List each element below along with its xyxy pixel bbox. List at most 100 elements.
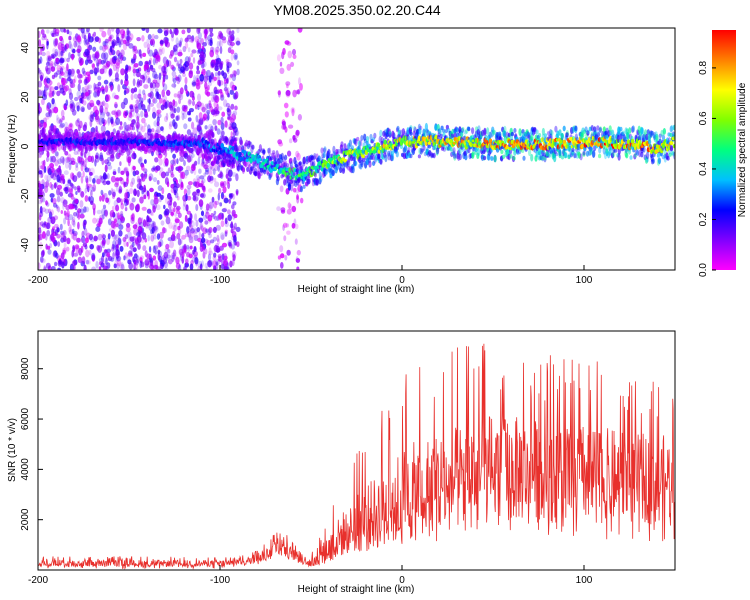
noise-speckle <box>196 65 200 71</box>
noise-speckle <box>206 239 211 246</box>
ridge-core <box>361 154 366 159</box>
ridge-halo <box>541 154 545 162</box>
noise-speckle <box>97 81 102 87</box>
noise-speckle <box>208 75 212 83</box>
noise-speckle <box>52 47 56 54</box>
ridge-halo <box>458 153 462 161</box>
ridge-core <box>206 141 210 145</box>
noise-speckle <box>229 120 232 129</box>
noise-speckle <box>115 204 120 212</box>
noise-speckle <box>60 232 64 240</box>
noise-speckle <box>111 120 115 128</box>
noise-speckle <box>73 150 79 155</box>
noise-speckle <box>297 28 303 33</box>
noise-speckle <box>215 261 219 266</box>
noise-speckle <box>88 167 91 173</box>
noise-speckle <box>158 64 163 70</box>
noise-speckle <box>101 118 105 124</box>
noise-speckle <box>131 241 135 248</box>
noise-speckle <box>95 261 99 269</box>
noise-speckle <box>224 259 228 267</box>
noise-speckle <box>55 252 59 259</box>
noise-speckle <box>59 223 63 231</box>
noise-speckle <box>64 85 70 92</box>
ridge-halo <box>409 131 413 136</box>
noise-speckle <box>198 199 204 208</box>
noise-speckle <box>198 260 203 269</box>
noise-speckle <box>149 85 154 93</box>
ridge-halo <box>379 158 383 165</box>
noise-speckle <box>119 262 122 268</box>
ridge-halo <box>574 125 578 132</box>
noise-speckle <box>51 108 55 114</box>
noise-speckle <box>63 187 68 192</box>
noise-speckle <box>104 210 108 218</box>
noise-speckle <box>184 37 189 43</box>
noise-speckle <box>164 177 169 185</box>
noise-speckle <box>197 265 202 270</box>
noise-speckle <box>99 195 102 202</box>
noise-speckle <box>157 185 163 192</box>
noise-speckle <box>145 190 149 196</box>
noise-speckle <box>163 261 168 269</box>
noise-speckle <box>223 266 229 270</box>
noise-speckle <box>83 206 87 213</box>
noise-speckle <box>57 260 63 267</box>
noise-speckle <box>56 64 62 72</box>
ridge-halo <box>397 129 401 137</box>
ridge-halo <box>268 174 272 180</box>
noise-speckle <box>111 194 116 200</box>
noise-speckle <box>117 28 122 36</box>
noise-speckle <box>101 194 105 202</box>
noise-speckle <box>117 212 121 220</box>
noise-speckle <box>143 84 149 89</box>
noise-speckle <box>217 79 220 86</box>
noise-speckle <box>50 184 54 190</box>
ridge-halo <box>247 140 251 148</box>
noise-speckle <box>277 90 281 96</box>
noise-speckle <box>290 107 296 114</box>
ridge-halo <box>288 158 292 166</box>
noise-speckle <box>201 68 206 76</box>
noise-speckle <box>159 259 163 265</box>
noise-speckle <box>123 255 126 261</box>
ridge-halo <box>270 152 274 158</box>
noise-speckle <box>69 188 73 194</box>
ridge-halo <box>546 136 550 141</box>
noise-speckle <box>210 213 214 218</box>
ridge-halo <box>614 148 618 153</box>
noise-speckle <box>186 210 192 215</box>
noise-speckle <box>102 65 106 70</box>
noise-speckle <box>207 85 210 91</box>
noise-speckle <box>133 63 139 68</box>
noise-speckle <box>196 49 201 55</box>
noise-speckle <box>103 192 108 200</box>
noise-speckle <box>49 181 53 189</box>
noise-speckle <box>169 240 175 249</box>
noise-speckle <box>78 56 82 64</box>
noise-speckle <box>198 217 204 223</box>
noise-speckle <box>105 257 108 265</box>
noise-speckle <box>129 111 132 116</box>
ridge-halo <box>168 136 172 142</box>
noise-speckle <box>42 197 46 203</box>
noise-speckle <box>79 200 84 208</box>
ridge-halo <box>45 145 49 153</box>
noise-speckle <box>215 49 219 55</box>
ridge-halo <box>98 143 102 150</box>
ridge-halo <box>127 132 131 137</box>
noise-speckle <box>161 65 167 73</box>
noise-speckle <box>63 199 68 205</box>
noise-speckle <box>108 68 113 76</box>
noise-speckle <box>41 163 46 171</box>
noise-speckle <box>178 221 184 229</box>
noise-speckle <box>93 105 98 114</box>
ridge-halo <box>602 147 606 155</box>
noise-speckle <box>201 158 205 166</box>
noise-speckle <box>128 112 133 118</box>
ridge-halo <box>596 130 601 138</box>
noise-speckle <box>129 236 135 242</box>
noise-speckle <box>170 209 174 217</box>
ridge-core <box>574 143 579 150</box>
noise-speckle <box>195 74 200 80</box>
